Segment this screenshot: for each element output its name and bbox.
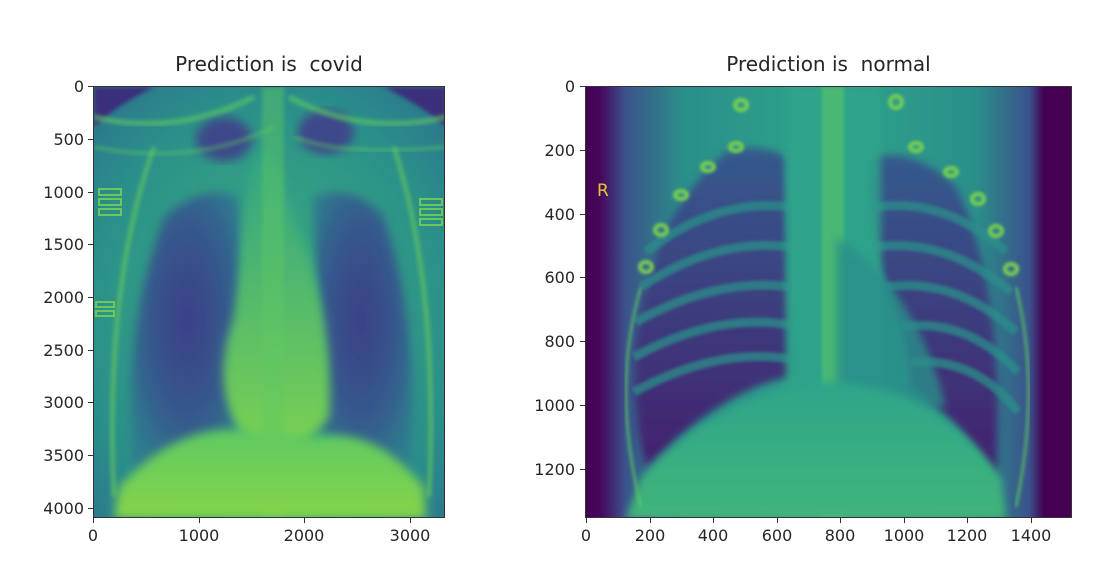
- x-tick-label: 0: [87, 526, 99, 545]
- y-tick-label: 0: [73, 77, 84, 96]
- y-tick-label: 500: [53, 130, 84, 149]
- xray-image-covid: [94, 87, 444, 517]
- xray-image-normal: [586, 87, 1071, 517]
- side-marker-r: R: [597, 181, 609, 201]
- x-tick-label: 0: [580, 526, 592, 545]
- y-tick-label: 1000: [43, 183, 84, 202]
- x-tick-label: 400: [697, 526, 729, 545]
- y-tick-label: 800: [544, 332, 575, 351]
- x-tick-label: 1000: [883, 526, 925, 545]
- x-tick-label: 1200: [946, 526, 988, 545]
- y-tick-label: 200: [544, 141, 575, 160]
- x-tick-label: 600: [761, 526, 793, 545]
- y-tick-label: 1000: [534, 396, 575, 415]
- y-tick-label: 600: [544, 268, 575, 287]
- plot-title-covid: Prediction is covid: [175, 52, 363, 76]
- y-tick-label: 2500: [43, 341, 84, 360]
- y-tick-label: 1500: [43, 235, 84, 254]
- x-tick-label: 1400: [1010, 526, 1052, 545]
- x-tick-label: 200: [634, 526, 666, 545]
- image-axes-normal: R: [585, 86, 1072, 518]
- x-tick-label: 800: [824, 526, 856, 545]
- y-tick-label: 0: [564, 77, 575, 96]
- x-tick-label: 3000: [389, 526, 431, 545]
- y-tick-label: 4000: [43, 499, 84, 518]
- y-tick-label: 2000: [43, 288, 84, 307]
- image-axes-covid: [93, 86, 445, 518]
- plot-title-normal: Prediction is normal: [726, 52, 931, 76]
- y-tick-label: 3000: [43, 393, 84, 412]
- y-tick-label: 400: [544, 205, 575, 224]
- x-tick-label: 2000: [283, 526, 325, 545]
- y-tick-label: 1200: [534, 460, 575, 479]
- x-tick-label: 1000: [178, 526, 220, 545]
- y-tick-label: 3500: [43, 446, 84, 465]
